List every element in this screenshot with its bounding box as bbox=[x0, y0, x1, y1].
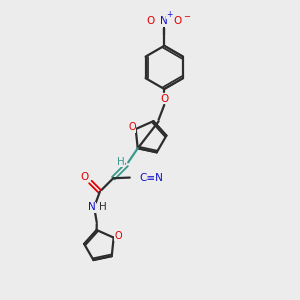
Text: O: O bbox=[173, 16, 182, 26]
Text: O: O bbox=[128, 122, 136, 132]
Text: O: O bbox=[114, 231, 122, 241]
Text: O: O bbox=[160, 94, 168, 103]
Text: H: H bbox=[117, 157, 125, 167]
Text: H: H bbox=[99, 202, 107, 212]
Text: C≡N: C≡N bbox=[139, 172, 163, 183]
Text: N: N bbox=[88, 202, 96, 212]
Text: O: O bbox=[81, 172, 89, 182]
Text: −: − bbox=[183, 12, 190, 21]
Text: O: O bbox=[147, 16, 155, 26]
Text: +: + bbox=[166, 10, 172, 19]
Text: N: N bbox=[160, 16, 168, 26]
